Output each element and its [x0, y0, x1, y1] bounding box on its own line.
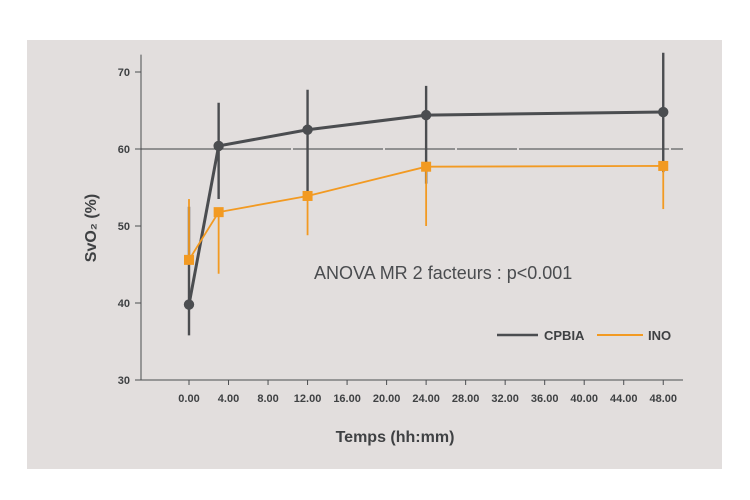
y-tick-label: 30 — [118, 375, 130, 387]
x-tick-label: 36.00 — [531, 393, 559, 405]
x-axis-label: Temps (hh:mm) — [336, 429, 455, 446]
x-tick-label: 24.00 — [412, 393, 440, 405]
series-cpbia — [183, 52, 669, 336]
x-tick-label: 12.00 — [294, 393, 322, 405]
legend-label-ino: INO — [648, 328, 671, 343]
data-point — [183, 299, 195, 310]
y-axis-label: SvO₂ (%) — [83, 194, 100, 262]
x-tick-label: 0.00 — [178, 393, 199, 405]
data-point — [184, 254, 194, 265]
x-tick-label: 32.00 — [491, 393, 519, 405]
x-tick-label: 8.00 — [257, 393, 278, 405]
data-point — [302, 190, 313, 201]
data-point — [213, 140, 224, 152]
data-point — [420, 109, 432, 121]
x-tick-label: 20.00 — [373, 393, 401, 405]
data-point — [213, 207, 224, 218]
series-ino — [184, 160, 669, 274]
x-tick-label: 40.00 — [570, 393, 598, 405]
y-tick-label: 70 — [118, 67, 130, 79]
x-tick-label: 4.00 — [218, 393, 239, 405]
data-point — [302, 124, 313, 135]
data-point — [658, 106, 669, 118]
y-tick-label: 40 — [118, 298, 130, 310]
y-tick-label: 60 — [118, 144, 130, 156]
anova-annotation: ANOVA MR 2 facteurs : p<0.001 — [314, 263, 572, 283]
x-tick-label: 48.00 — [649, 393, 677, 405]
x-tick-label: 44.00 — [610, 393, 638, 405]
legend: CPBIA INO — [497, 328, 671, 343]
chart-marks — [183, 52, 669, 336]
axes: 30 40 50 60 70 0.00 4.00 8.00 12.00 16.00 20.00 24.… — [118, 54, 683, 405]
x-tick-label: 28.00 — [452, 393, 480, 405]
data-point — [421, 161, 432, 172]
data-point — [658, 160, 669, 171]
y-tick-label: 50 — [118, 221, 130, 233]
x-tick-label: 16.00 — [333, 393, 361, 405]
legend-label-cpbia: CPBIA — [544, 328, 585, 343]
